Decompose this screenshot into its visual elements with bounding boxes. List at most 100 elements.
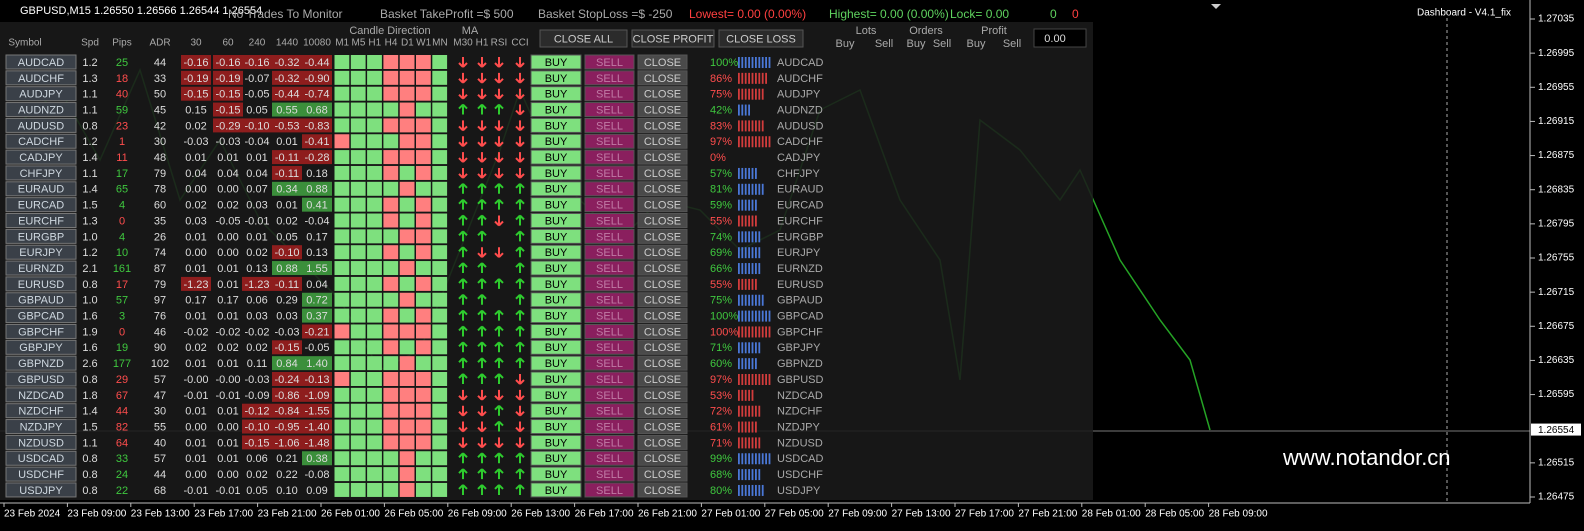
close-button-bg[interactable]: [637, 292, 688, 308]
sell-button-bg[interactable]: [584, 133, 635, 149]
sell-button-bg[interactable]: [584, 276, 635, 292]
close-button-bg[interactable]: [637, 387, 688, 403]
sell-button-bg[interactable]: [584, 355, 635, 371]
sell-button-bg[interactable]: [584, 387, 635, 403]
buy-button-bg[interactable]: [530, 450, 582, 466]
close-button-bg[interactable]: [637, 450, 688, 466]
sell-button-bg[interactable]: [584, 403, 635, 419]
symbol-button-bg[interactable]: [5, 403, 77, 419]
sell-button-bg[interactable]: [584, 181, 635, 197]
buy-button-bg[interactable]: [530, 133, 582, 149]
symbol-button-bg[interactable]: [5, 54, 77, 70]
symbol-button-bg[interactable]: [5, 355, 77, 371]
sell-button-bg[interactable]: [584, 70, 635, 86]
sell-button-bg[interactable]: [584, 117, 635, 133]
sell-button-bg[interactable]: [584, 228, 635, 244]
close-button-bg[interactable]: [637, 244, 688, 260]
sell-button-bg[interactable]: [584, 482, 635, 498]
close-button-bg[interactable]: [637, 371, 688, 387]
sell-button-bg[interactable]: [584, 213, 635, 228]
symbol-button-bg[interactable]: [5, 213, 77, 228]
symbol-button-bg[interactable]: [5, 181, 77, 197]
close-button-bg[interactable]: [637, 276, 688, 292]
buy-button-bg[interactable]: [530, 54, 582, 70]
buy-button-bg[interactable]: [530, 403, 582, 419]
symbol-button-bg[interactable]: [5, 387, 77, 403]
buy-button-bg[interactable]: [530, 244, 582, 260]
sell-button-bg[interactable]: [584, 86, 635, 102]
close-button-bg[interactable]: [637, 466, 688, 482]
buy-button-bg[interactable]: [530, 117, 582, 133]
symbol-button-bg[interactable]: [5, 466, 77, 482]
sell-button-bg[interactable]: [584, 450, 635, 466]
symbol-button-bg[interactable]: [5, 197, 77, 213]
close-button-bg[interactable]: [637, 339, 688, 355]
close-button-bg[interactable]: [637, 403, 688, 419]
symbol-button-bg[interactable]: [5, 434, 77, 450]
buy-button-bg[interactable]: [530, 355, 582, 371]
symbol-button-bg[interactable]: [5, 133, 77, 149]
symbol-button-bg[interactable]: [5, 149, 77, 165]
sell-button-bg[interactable]: [584, 434, 635, 450]
sell-button-bg[interactable]: [584, 102, 635, 118]
close-button-bg[interactable]: [637, 181, 688, 197]
close-button-bg[interactable]: [637, 228, 688, 244]
symbol-button-bg[interactable]: [5, 323, 77, 339]
buy-button-bg[interactable]: [530, 70, 582, 86]
symbol-button-bg[interactable]: [5, 117, 77, 133]
buy-button-bg[interactable]: [530, 371, 582, 387]
buy-button-bg[interactable]: [530, 323, 582, 339]
buy-button-bg[interactable]: [530, 339, 582, 355]
symbol-button-bg[interactable]: [5, 308, 77, 324]
buy-button-bg[interactable]: [530, 292, 582, 308]
sell-button-bg[interactable]: [584, 292, 635, 308]
buy-button-bg[interactable]: [530, 181, 582, 197]
close-button-bg[interactable]: [637, 133, 688, 149]
buy-button-bg[interactable]: [530, 197, 582, 213]
close-button-bg[interactable]: [637, 54, 688, 70]
close-button-bg[interactable]: [637, 149, 688, 165]
symbol-button-bg[interactable]: [5, 70, 77, 86]
close-button-bg[interactable]: [637, 434, 688, 450]
symbol-button-bg[interactable]: [5, 86, 77, 102]
sell-button-bg[interactable]: [584, 165, 635, 181]
buy-button-bg[interactable]: [530, 165, 582, 181]
close-button-bg[interactable]: [637, 86, 688, 102]
symbol-button-bg[interactable]: [5, 244, 77, 260]
sell-button-bg[interactable]: [584, 244, 635, 260]
buy-button-bg[interactable]: [530, 434, 582, 450]
symbol-button-bg[interactable]: [5, 228, 77, 244]
buy-button-bg[interactable]: [530, 466, 582, 482]
symbol-button-bg[interactable]: [5, 165, 77, 181]
symbol-button-bg[interactable]: [5, 339, 77, 355]
close-button-bg[interactable]: [637, 197, 688, 213]
buy-button-bg[interactable]: [530, 276, 582, 292]
sell-button-bg[interactable]: [584, 197, 635, 213]
close-profit-bg[interactable]: [631, 29, 715, 48]
buy-button-bg[interactable]: [530, 213, 582, 228]
dropdown[interactable]: [1211, 4, 1221, 9]
close-button-bg[interactable]: [637, 117, 688, 133]
close-button-bg[interactable]: [637, 213, 688, 228]
sell-button-bg[interactable]: [584, 371, 635, 387]
buy-button-bg[interactable]: [530, 387, 582, 403]
sell-button-bg[interactable]: [584, 149, 635, 165]
sell-button-bg[interactable]: [584, 323, 635, 339]
sell-button-bg[interactable]: [584, 54, 635, 70]
close-button-bg[interactable]: [637, 260, 688, 276]
symbol-button-bg[interactable]: [5, 260, 77, 276]
close-button-bg[interactable]: [637, 165, 688, 181]
symbol-button-bg[interactable]: [5, 371, 77, 387]
sell-button-bg[interactable]: [584, 308, 635, 324]
close-button-bg[interactable]: [637, 323, 688, 339]
buy-button-bg[interactable]: [530, 86, 582, 102]
sell-button-bg[interactable]: [584, 260, 635, 276]
sell-button-bg[interactable]: [584, 419, 635, 435]
buy-button-bg[interactable]: [530, 419, 582, 435]
close-button-bg[interactable]: [637, 308, 688, 324]
symbol-button-bg[interactable]: [5, 276, 77, 292]
close-button-bg[interactable]: [637, 419, 688, 435]
symbol-button-bg[interactable]: [5, 102, 77, 118]
buy-button-bg[interactable]: [530, 102, 582, 118]
close-button-bg[interactable]: [637, 482, 688, 498]
